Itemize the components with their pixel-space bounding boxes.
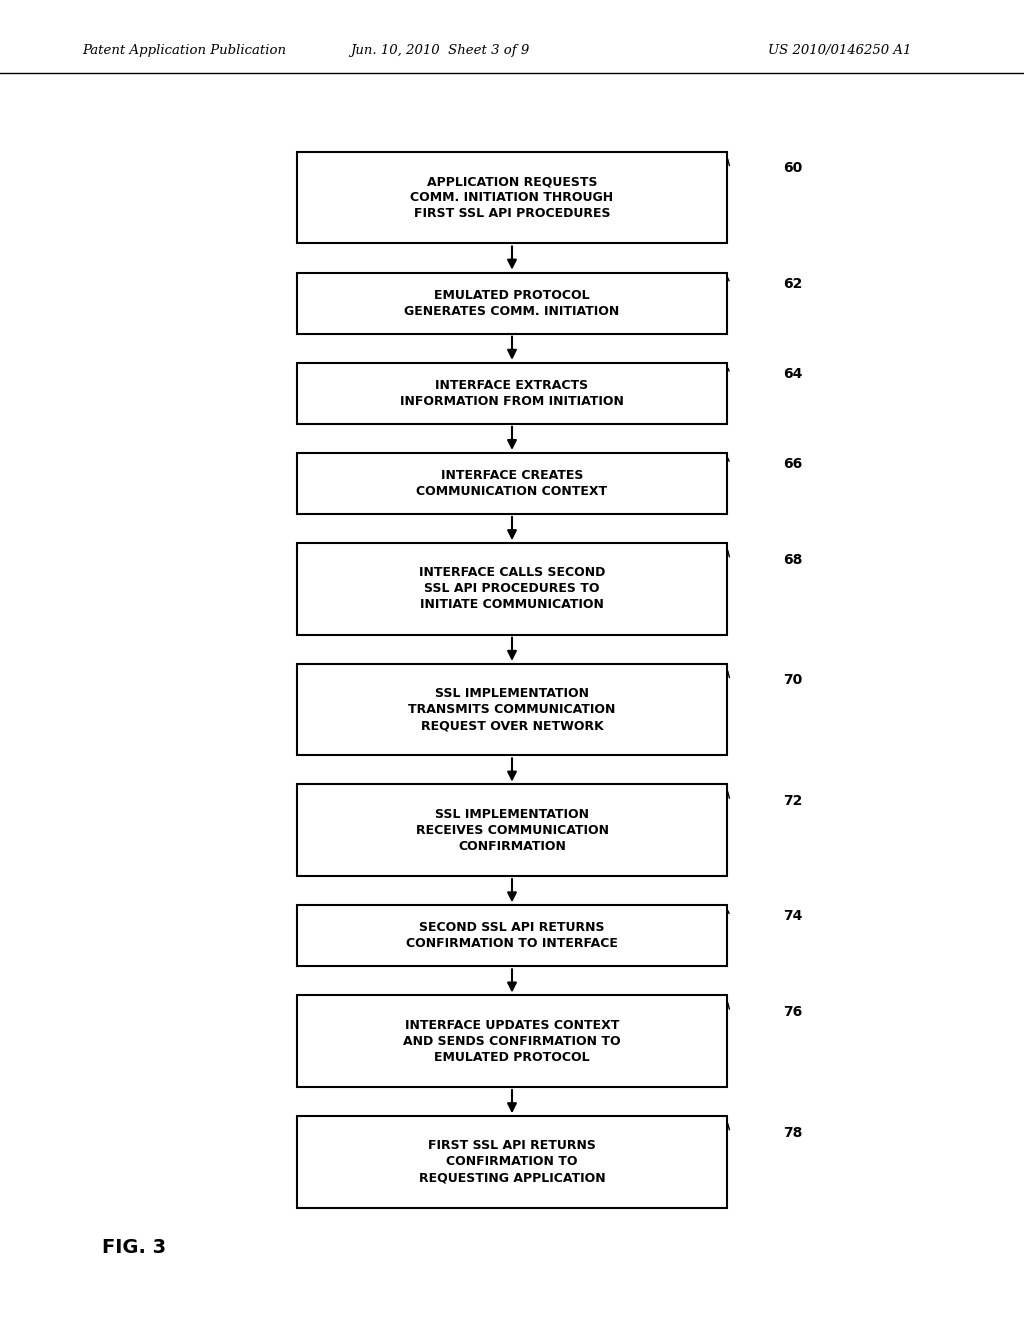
FancyBboxPatch shape (297, 906, 727, 966)
Text: 62: 62 (783, 276, 803, 290)
Text: INTERFACE UPDATES CONTEXT
AND SENDS CONFIRMATION TO
EMULATED PROTOCOL: INTERFACE UPDATES CONTEXT AND SENDS CONF… (403, 1019, 621, 1064)
Text: FIG. 3: FIG. 3 (102, 1238, 167, 1257)
Text: 76: 76 (783, 1005, 803, 1019)
FancyBboxPatch shape (297, 152, 727, 243)
FancyBboxPatch shape (297, 784, 727, 876)
Text: Jun. 10, 2010  Sheet 3 of 9: Jun. 10, 2010 Sheet 3 of 9 (350, 44, 530, 57)
FancyBboxPatch shape (297, 1117, 727, 1208)
Text: SSL IMPLEMENTATION
RECEIVES COMMUNICATION
CONFIRMATION: SSL IMPLEMENTATION RECEIVES COMMUNICATIO… (416, 808, 608, 853)
Text: APPLICATION REQUESTS
COMM. INITIATION THROUGH
FIRST SSL API PROCEDURES: APPLICATION REQUESTS COMM. INITIATION TH… (411, 176, 613, 220)
Text: SECOND SSL API RETURNS
CONFIRMATION TO INTERFACE: SECOND SSL API RETURNS CONFIRMATION TO I… (407, 921, 617, 950)
Text: 66: 66 (783, 457, 803, 471)
Text: EMULATED PROTOCOL
GENERATES COMM. INITIATION: EMULATED PROTOCOL GENERATES COMM. INITIA… (404, 289, 620, 318)
Text: INTERFACE CALLS SECOND
SSL API PROCEDURES TO
INITIATE COMMUNICATION: INTERFACE CALLS SECOND SSL API PROCEDURE… (419, 566, 605, 611)
Text: 64: 64 (783, 367, 803, 380)
Text: 74: 74 (783, 909, 803, 923)
Text: 72: 72 (783, 795, 803, 808)
Text: 70: 70 (783, 673, 803, 688)
FancyBboxPatch shape (297, 995, 727, 1088)
FancyBboxPatch shape (297, 543, 727, 635)
Text: INTERFACE CREATES
COMMUNICATION CONTEXT: INTERFACE CREATES COMMUNICATION CONTEXT (417, 469, 607, 498)
FancyBboxPatch shape (297, 363, 727, 424)
Text: 68: 68 (783, 553, 803, 566)
Text: US 2010/0146250 A1: US 2010/0146250 A1 (768, 44, 911, 57)
Text: Patent Application Publication: Patent Application Publication (82, 44, 286, 57)
Text: 60: 60 (783, 161, 803, 176)
Text: INTERFACE EXTRACTS
INFORMATION FROM INITIATION: INTERFACE EXTRACTS INFORMATION FROM INIT… (400, 379, 624, 408)
Text: FIRST SSL API RETURNS
CONFIRMATION TO
REQUESTING APPLICATION: FIRST SSL API RETURNS CONFIRMATION TO RE… (419, 1139, 605, 1184)
FancyBboxPatch shape (297, 272, 727, 334)
Text: SSL IMPLEMENTATION
TRANSMITS COMMUNICATION
REQUEST OVER NETWORK: SSL IMPLEMENTATION TRANSMITS COMMUNICATI… (409, 688, 615, 733)
FancyBboxPatch shape (297, 664, 727, 755)
Text: 78: 78 (783, 1126, 803, 1139)
FancyBboxPatch shape (297, 453, 727, 513)
